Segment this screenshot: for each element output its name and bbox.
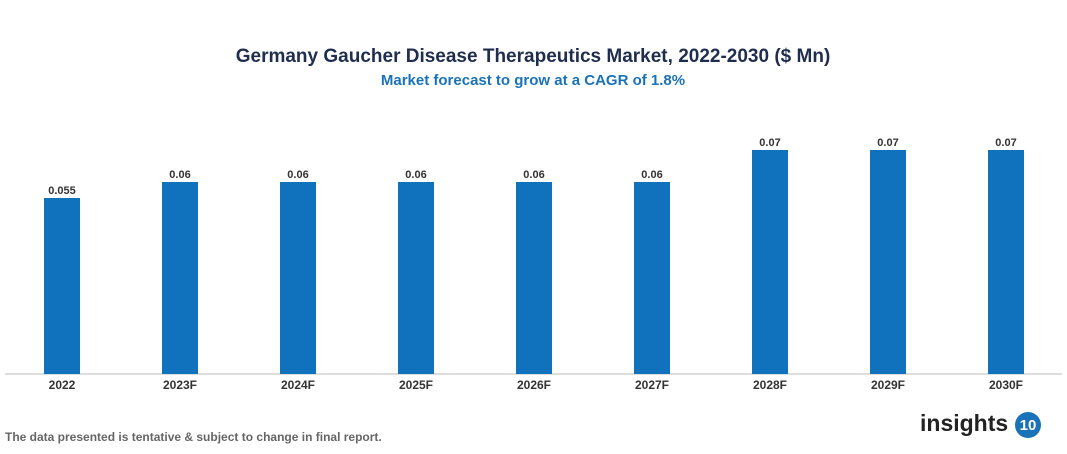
value-label: 0.06	[523, 169, 544, 181]
value-label: 0.07	[759, 137, 780, 149]
x-tick-label: 2026F	[517, 378, 551, 392]
x-tick-label: 2029F	[871, 378, 905, 392]
x-tick-label: 2025F	[399, 378, 433, 392]
value-label: 0.06	[405, 169, 426, 181]
x-tick-label: 2022	[49, 378, 76, 392]
x-tick-label: 2030F	[989, 378, 1023, 392]
footer-note: The data presented is tentative & subjec…	[5, 430, 382, 444]
logo-number: 10	[1020, 417, 1037, 434]
x-tick-label: 2028F	[753, 378, 787, 392]
bar	[162, 182, 198, 374]
value-label: 0.055	[48, 185, 76, 197]
bar	[870, 150, 906, 374]
bar	[752, 150, 788, 374]
logo-text: insights	[920, 410, 1008, 436]
bar	[44, 198, 80, 374]
bar	[280, 182, 316, 374]
value-label: 0.07	[877, 137, 898, 149]
chart-title: Germany Gaucher Disease Therapeutics Mar…	[236, 46, 831, 67]
x-tick-label: 2023F	[163, 378, 197, 392]
x-tick-label: 2024F	[281, 378, 315, 392]
x-tick-label: 2027F	[635, 378, 669, 392]
bar	[516, 182, 552, 374]
value-label: 0.06	[169, 169, 190, 181]
bar	[398, 182, 434, 374]
bar	[988, 150, 1024, 374]
value-label: 0.07	[995, 137, 1016, 149]
value-label: 0.06	[287, 169, 308, 181]
value-label: 0.06	[641, 169, 662, 181]
chart-subtitle: Market forecast to grow at a CAGR of 1.8…	[381, 72, 685, 89]
bar	[634, 182, 670, 374]
logo-circle	[1015, 412, 1041, 438]
